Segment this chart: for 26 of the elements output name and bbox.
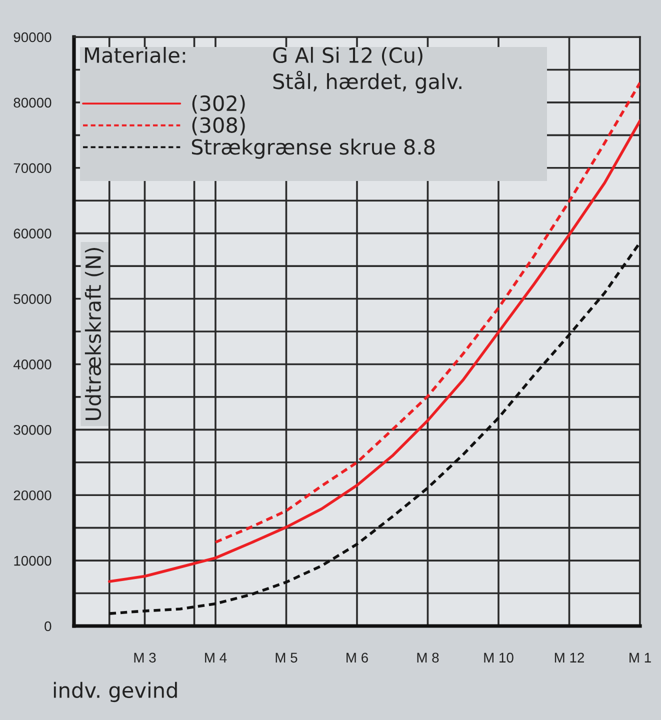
annotation: Stål, hærdet, galv. xyxy=(273,70,462,94)
y-tick-label: 0 xyxy=(44,621,52,632)
y-tick-label: 60000 xyxy=(14,228,52,239)
y-tick-label: 20000 xyxy=(14,490,52,500)
y-tick-label: 30000 xyxy=(14,425,52,435)
legend-label: (302) xyxy=(192,95,245,114)
legend-label: (308) xyxy=(192,116,245,136)
y-axis-title: Udtrækskraft (N) xyxy=(84,248,104,420)
x-tick-label: M 12 xyxy=(554,652,584,662)
x-tick-label: M 4 xyxy=(205,652,227,662)
x-tick-label: M 6 xyxy=(346,652,368,663)
y-tick-label: 10000 xyxy=(14,556,52,566)
x-tick-label: M 10 xyxy=(484,652,514,663)
y-tick-label: 70000 xyxy=(14,163,52,174)
x-axis-title: indv. gevind xyxy=(54,682,177,702)
x-tick-label: M 5 xyxy=(276,652,298,663)
y-tick-label: 90000 xyxy=(14,32,52,42)
y-tick-label: 40000 xyxy=(13,360,52,370)
y-tick-label: 80000 xyxy=(14,98,52,108)
legend-label: Strækgrænse skrue 8.8 xyxy=(192,138,435,159)
y-tick-label: 50000 xyxy=(14,294,52,304)
x-tick-label: M 1 xyxy=(630,652,651,662)
annotation: Materiale: xyxy=(85,46,186,64)
x-tick-label: M 3 xyxy=(134,652,156,663)
x-tick-label: M 8 xyxy=(417,652,439,663)
annotation: G Al Si 12 (Cu) xyxy=(273,46,422,66)
